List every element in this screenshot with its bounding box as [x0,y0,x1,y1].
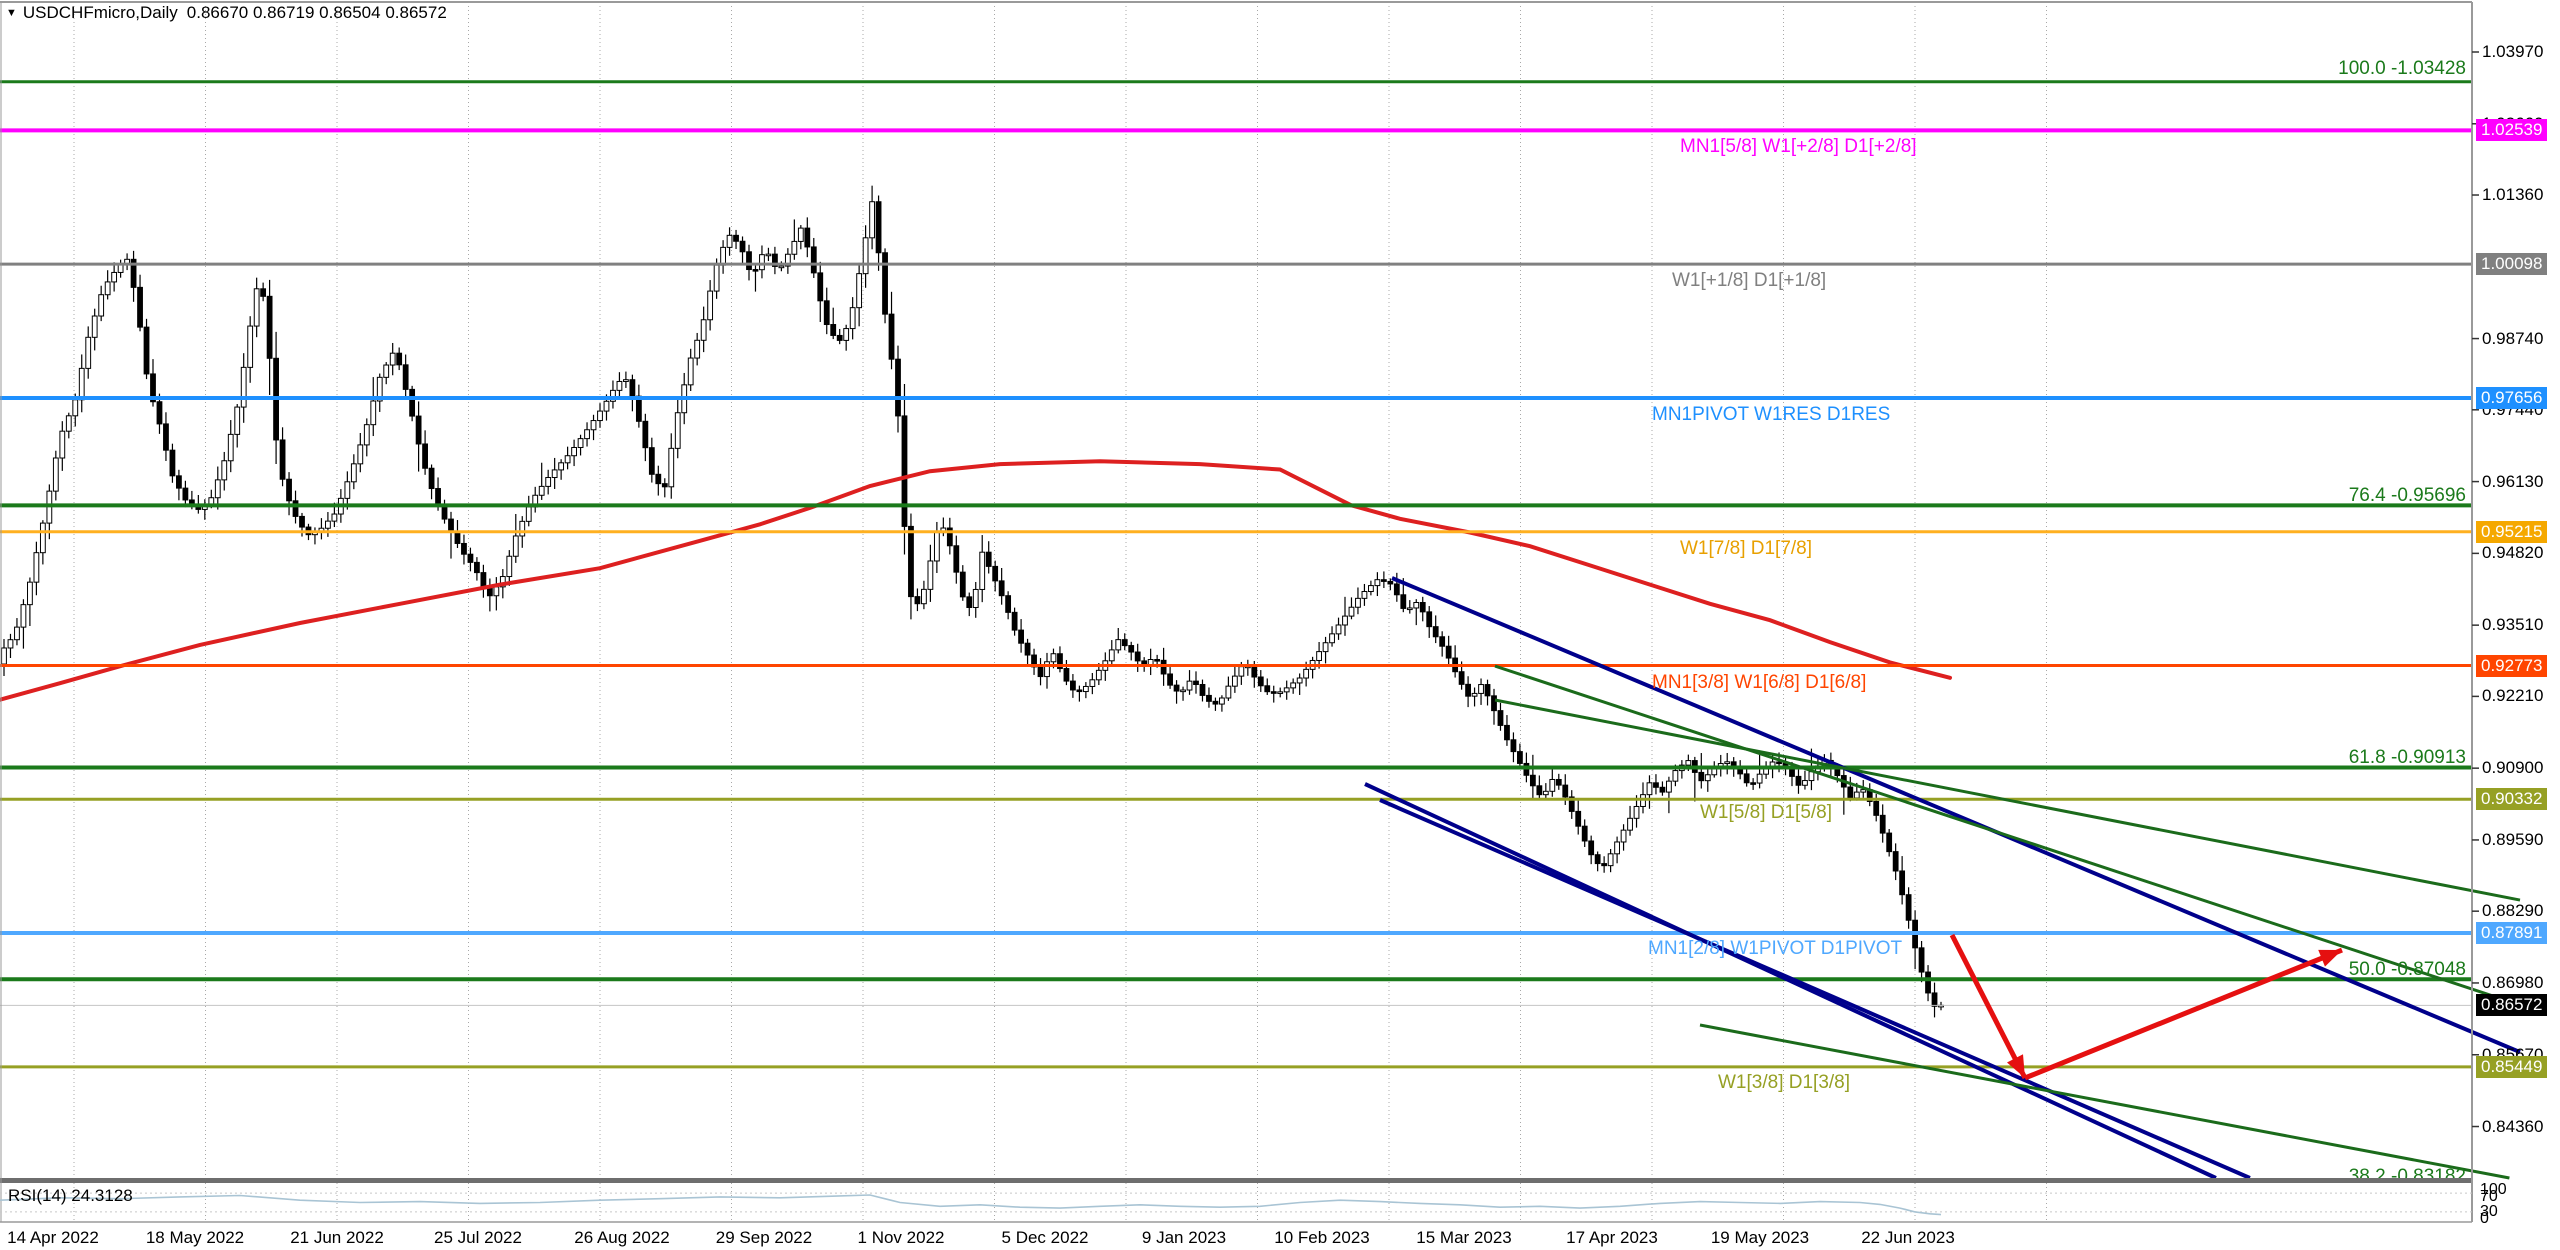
price-tick-0.93510[interactable]: 0.93510 [2482,615,2544,635]
price-badge-0.92773: 0.92773 [2476,654,2548,677]
price-tick-0.96130[interactable]: 0.96130 [2482,471,2544,491]
price-tick-0.90900[interactable]: 0.90900 [2482,758,2544,778]
ohlc-readout: 0.86670 0.86719 0.86504 0.86572 [186,3,447,22]
date-label-26-Aug-2022[interactable]: 26 Aug 2022 [574,1228,670,1247]
arrow-up-stroke[interactable] [2024,947,2343,1081]
date-label-1-Nov-2022[interactable]: 1 Nov 2022 [857,1228,945,1247]
arrow-down-stroke-head [2006,1054,2025,1078]
price-tick-0.86980[interactable]: 0.86980 [2482,972,2544,992]
price-tick-0.84360[interactable]: 0.84360 [2482,1116,2544,1136]
fib-76-label: 76.4 -0.95696 [2348,485,2466,506]
price-badge-0.87891: 0.87891 [2476,922,2548,945]
date-label-18-May-2022[interactable]: 18 May 2022 [145,1228,245,1247]
rsi-indicator-label: RSI(14) 24.3128 [8,1186,133,1205]
date-label-15-Mar-2023[interactable]: 15 Mar 2023 [1416,1228,1512,1247]
mn1-3-8-label: MN1[3/8] W1[6/8] D1[6/8] [1652,672,1867,693]
date-label-9-Jan-2023[interactable]: 9 Jan 2023 [1141,1228,1227,1247]
trend-green-shallow[interactable] [1494,698,2521,902]
moving-average-line [0,459,1952,702]
mn1-2-8-label: MN1[2/8] W1PIVOT D1PIVOT [1648,938,1903,959]
arrow-up-stroke-head [2318,949,2342,967]
price-badge-0.90332: 0.90332 [2476,788,2548,811]
mn1-5-8-label: MN1[5/8] W1[+2/8] D1[+2/8] [1680,136,1917,157]
w1-plus1-8-label: W1[+1/8] D1[+1/8] [1672,270,1827,291]
date-label-25-Jul-2022[interactable]: 25 Jul 2022 [434,1228,522,1247]
channel-navy-low-1[interactable] [1364,782,2217,1180]
channel-navy-upper[interactable] [1391,576,2521,1054]
price-tick-0.98740[interactable]: 0.98740 [2482,328,2544,348]
pane-separator[interactable] [0,1178,2472,1183]
price-badge-0.86572: 0.86572 [2476,994,2548,1017]
fib-38-label: 38.2 -0.83182 [2348,1166,2466,1187]
date-label-22-Jun-2023[interactable]: 22 Jun 2023 [1861,1228,1955,1247]
price-badge-1.00098: 1.00098 [2476,253,2548,276]
price-badge-1.02539: 1.02539 [2476,119,2548,142]
price-tick-0.92210[interactable]: 0.92210 [2482,686,2544,706]
w1-7-8-label: W1[7/8] D1[7/8] [1680,538,1813,559]
price-badge-0.85449: 0.85449 [2476,1055,2548,1078]
date-label-19-May-2023[interactable]: 19 May 2023 [1710,1228,1810,1247]
date-label-21-Jun-2022[interactable]: 21 Jun 2022 [290,1228,384,1247]
w1-3-8-label: W1[3/8] D1[3/8] [1718,1072,1851,1093]
date-label-14-Apr-2022[interactable]: 14 Apr 2022 [7,1228,99,1247]
price-tick-0.89590[interactable]: 0.89590 [2482,829,2544,849]
chart-title: ▼ USDCHFmicro,Daily 0.86670 0.86719 0.8650… [6,3,447,23]
symbol-timeframe-label: USDCHFmicro,Daily [22,3,178,22]
fib-61-label: 61.8 -0.90913 [2348,747,2466,768]
trend-green-steep[interactable] [1494,664,2521,1007]
fib-100-label: 100.0 -1.03428 [2338,58,2466,79]
price-tick-1.01360[interactable]: 1.01360 [2482,185,2544,204]
w1-5-8-label: W1[5/8] D1[5/8] [1700,802,1833,823]
price-tick-0.88290[interactable]: 0.88290 [2482,901,2544,921]
price-badge-0.95215: 0.95215 [2476,520,2548,543]
symbol-collapse-icon[interactable]: ▼ [6,7,17,19]
fib-50-label: 50.0 -0.87048 [2348,959,2466,980]
rsi-axis-70: 70 [2480,1188,2498,1205]
rsi-axis-100: 100 [2480,1181,2507,1198]
rsi-axis-0: 0 [2480,1210,2489,1227]
date-label-29-Sep-2022[interactable]: 29 Sep 2022 [715,1228,813,1247]
rsi-axis-30: 30 [2480,1203,2498,1220]
candlesticks [1,185,1944,1018]
mn1pivot-label: MN1PIVOT W1RES D1RES [1652,404,1891,425]
date-label-10-Feb-2023[interactable]: 10 Feb 2023 [1274,1228,1370,1247]
date-label-17-Apr-2023[interactable]: 17 Apr 2023 [1566,1228,1658,1247]
arrow-down-stroke[interactable] [1949,933,2028,1080]
rsi-line [0,1194,1942,1216]
trend-green-lower[interactable] [1699,1023,2510,1180]
channel-navy-low-2[interactable] [1379,798,2251,1180]
price-badge-0.97656: 0.97656 [2476,386,2548,409]
price-tick-0.94820[interactable]: 0.94820 [2482,543,2544,563]
date-label-5-Dec-2022[interactable]: 5 Dec 2022 [1001,1228,1089,1247]
price-tick-1.03970[interactable]: 1.03970 [2482,42,2544,61]
